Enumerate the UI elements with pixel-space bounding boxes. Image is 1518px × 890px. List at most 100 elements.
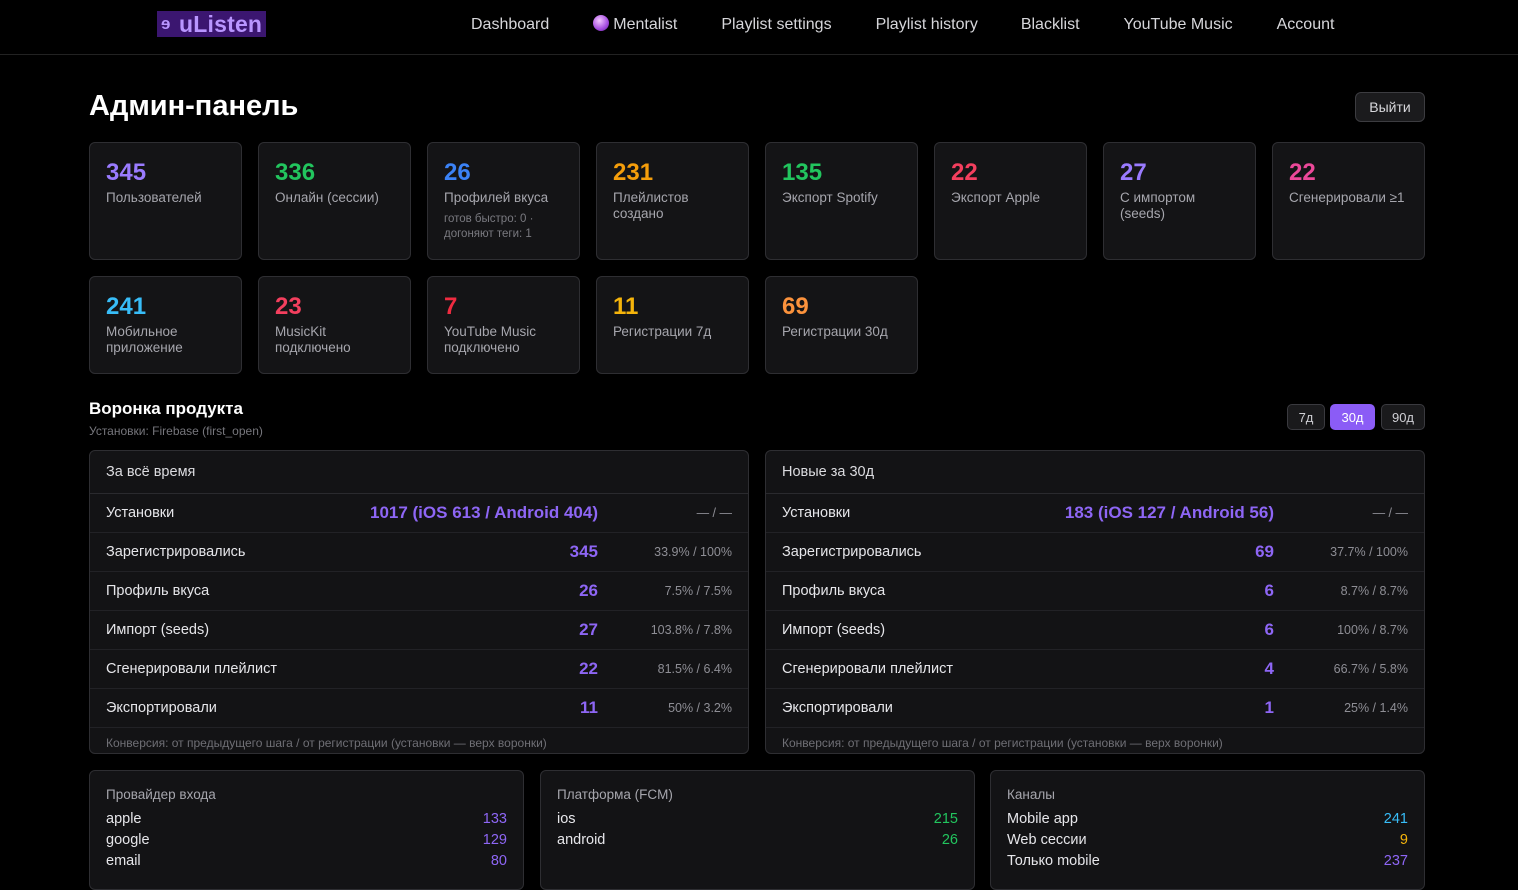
stat-card: 345 Пользователей (89, 142, 242, 260)
stat-label: Онлайн (сессии) (275, 190, 379, 205)
stat-card: 7 YouTube Music подключено (427, 276, 580, 374)
stat-value: 135 (782, 159, 823, 186)
funnel-step-value: 1 (1264, 698, 1274, 717)
stat-value: 69 (782, 293, 809, 320)
stat-label: Пользователей (106, 190, 202, 205)
breakdown-row: apple 133 (106, 809, 507, 830)
nav-links: Dashboard Mentalist Playlist settings Pl… (471, 15, 1334, 35)
funnel-step-conversion: 66.7% / 5.8% (1333, 662, 1408, 676)
breakdown-row: Mobile app 241 (1007, 809, 1408, 830)
stat-label: Профилей вкуса (444, 190, 549, 205)
funnel-subtitle: Установки: Firebase (first_open) (89, 424, 263, 438)
breakdown-label: android (557, 832, 606, 848)
breakdown-panel: Провайдер входа apple 133 google 129 email 80 (89, 770, 524, 890)
breakdown-row: Только mobile 237 (1007, 851, 1408, 872)
ear-icon: ɘ (161, 14, 171, 33)
breakdown-label: apple (106, 811, 142, 827)
funnel-row: Профиль вкуса 26 7.5% / 7.5% (90, 572, 748, 611)
funnel-step-value: 69 (1255, 542, 1274, 561)
funnel-row: Сгенерировали плейлист 4 66.7% / 5.8% (766, 650, 1424, 689)
stat-label: YouTube Music подключено (444, 324, 537, 355)
nav-dashboard[interactable]: Dashboard (471, 16, 550, 33)
page-title: Админ-панель (89, 90, 299, 122)
funnel-row: Установки 183 (iOS 127 / Android 56) — / — (766, 494, 1424, 533)
breakdown-label: email (106, 853, 141, 869)
funnel-panel: За всё время Установки 1017 (iOS 613 / And… (89, 450, 749, 754)
funnel-step-value: 6 (1264, 620, 1274, 639)
funnel-step-value: 183 (iOS 127 / Android 56) (1064, 503, 1274, 522)
funnel-panel-footnote: Конверсия: от предыдущего шага / от реги… (106, 736, 547, 750)
funnel-step-name: Установки (782, 505, 851, 521)
nav-mentalist[interactable]: Mentalist (593, 15, 677, 35)
funnel-panel: Новые за 30д Установки 183 (iOS 127 / Andr… (765, 450, 1425, 754)
funnel-row: Экспортировали 1 25% / 1.4% (766, 689, 1424, 728)
stat-value: 23 (275, 293, 302, 320)
funnel-row: Зарегистрировались 345 33.9% / 100% (90, 533, 748, 572)
funnel-step-conversion: 100% / 8.7% (1337, 623, 1408, 637)
funnel-panel-header: За всё время (90, 451, 748, 494)
range-90d-button[interactable]: 90д (1381, 404, 1425, 430)
funnel-panel-footnote: Конверсия: от предыдущего шага / от реги… (782, 736, 1223, 750)
funnel-step-name: Импорт (seeds) (106, 622, 210, 638)
stat-label: Экспорт Apple (951, 190, 1041, 205)
stat-card: 11 Регистрации 7д (596, 276, 749, 374)
stat-subtext: готов быстро: 0 · догоняют теги: 1 (444, 213, 534, 240)
stat-label: Сгенерировали ≥1 (1289, 190, 1405, 205)
nav-playlist-settings[interactable]: Playlist settings (721, 16, 832, 33)
stat-card: 241 Мобильное приложение (89, 276, 242, 374)
funnel-row: Импорт (seeds) 27 103.8% / 7.8% (90, 611, 748, 650)
breakdown-value: 129 (482, 832, 507, 848)
nav-playlist-history[interactable]: Playlist history (875, 16, 978, 33)
crystal-ball-icon (593, 15, 610, 31)
breakdown-row: email 80 (106, 851, 507, 872)
funnel-step-conversion: 8.7% / 8.7% (1340, 584, 1408, 598)
funnel-step-name: Профиль вкуса (106, 583, 210, 599)
breakdown-label: ios (557, 811, 576, 827)
breakdown-title: Платформа (FCM) (557, 787, 673, 802)
stat-value: 7 (444, 293, 458, 320)
funnel-step-value: 6 (1264, 581, 1274, 600)
funnel-row: Сгенерировали плейлист 22 81.5% / 6.4% (90, 650, 748, 689)
breakdown-label: google (106, 832, 150, 848)
logo[interactable]: ɘ uListen (157, 11, 267, 37)
nav-blacklist[interactable]: Blacklist (1020, 16, 1080, 33)
breakdown-row: android 26 (557, 830, 958, 851)
stat-value: 345 (106, 159, 147, 186)
breakdown-label: Только mobile (1007, 853, 1100, 869)
breakdown-label: Mobile app (1007, 811, 1078, 827)
breakdown-title: Провайдер входа (106, 787, 216, 802)
stat-value: 336 (275, 159, 316, 186)
stat-label: Плейлистов создано (613, 190, 689, 221)
stat-value: 22 (1289, 159, 1316, 186)
logout-button[interactable]: Выйти (1355, 92, 1425, 122)
nav-youtube-music[interactable]: YouTube Music (1123, 16, 1233, 33)
funnel-step-name: Сгенерировали плейлист (782, 661, 953, 677)
funnel-step-conversion: — / — (1372, 506, 1408, 520)
stat-value: 231 (613, 159, 654, 186)
range-30d-button[interactable]: 30д (1330, 404, 1375, 430)
nav-mentalist-label: Mentalist (613, 16, 678, 33)
range-7d-button[interactable]: 7д (1287, 404, 1325, 430)
breakdown-label: Web сессии (1007, 832, 1087, 848)
nav-account[interactable]: Account (1276, 16, 1335, 33)
breakdown-value: 237 (1383, 853, 1408, 869)
funnel-row: Импорт (seeds) 6 100% / 8.7% (766, 611, 1424, 650)
funnel-step-value: 26 (579, 581, 598, 600)
funnel-row: Профиль вкуса 6 8.7% / 8.7% (766, 572, 1424, 611)
breakdown-row: Web сессии 9 (1007, 830, 1408, 851)
funnel-step-name: Зарегистрировались (106, 544, 246, 560)
breakdown-value: 80 (490, 853, 507, 869)
stat-value: 241 (106, 293, 147, 320)
breakdown-value: 215 (933, 811, 958, 827)
stat-value: 27 (1120, 159, 1147, 186)
stat-card: 135 Экспорт Spotify (765, 142, 918, 260)
stat-label: Регистрации 7д (613, 324, 712, 339)
funnel-step-conversion: 33.9% / 100% (654, 545, 732, 559)
breakdown-title: Каналы (1007, 787, 1055, 802)
breakdown-value: 26 (941, 832, 958, 848)
stat-label: С импортом (seeds) (1120, 190, 1196, 221)
breakdown-value: 9 (1399, 832, 1408, 848)
funnel-step-value: 11 (580, 698, 598, 717)
funnel-step-conversion: 37.7% / 100% (1330, 545, 1408, 559)
breakdown-value: 241 (1383, 811, 1408, 827)
